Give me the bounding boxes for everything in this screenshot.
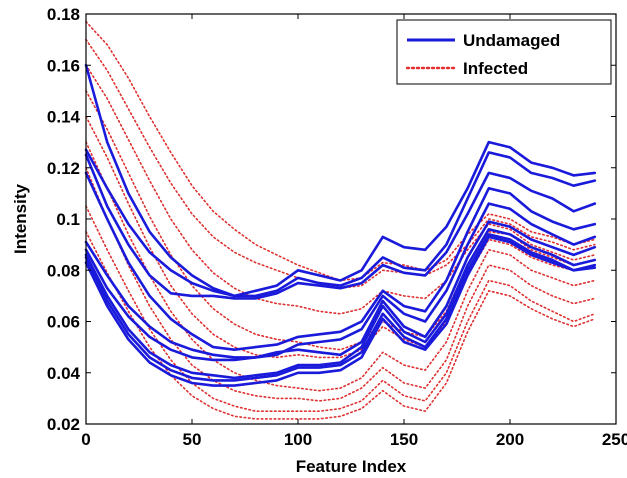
infected-series-line-17 bbox=[85, 231, 596, 420]
legend-label-infected: Infected bbox=[463, 59, 528, 78]
series-layer bbox=[84, 20, 597, 420]
ticks-layer: 0 50 100 150 200 250 0.02 0.04 0.06 0.08 0.1 0.12 0.… bbox=[47, 5, 627, 449]
x-tick-label: 100 bbox=[284, 430, 312, 449]
legend-box bbox=[396, 19, 612, 85]
legend: Undamaged Infected bbox=[396, 19, 612, 85]
x-tick-label: 0 bbox=[81, 430, 90, 449]
undamaged-series-line-7 bbox=[84, 233, 597, 382]
y-tick-label: 0.12 bbox=[47, 159, 80, 178]
y-tick-label: 0.16 bbox=[47, 56, 80, 75]
undamaged-series-line-2 bbox=[84, 153, 597, 300]
y-tick-label: 0.04 bbox=[47, 364, 81, 383]
y-tick-label: 0.06 bbox=[47, 313, 80, 332]
infected-series-line-16 bbox=[85, 205, 596, 412]
x-tick-label: 50 bbox=[183, 430, 202, 449]
legend-label-undamaged: Undamaged bbox=[463, 31, 560, 50]
y-axis-label: Intensity bbox=[11, 184, 30, 254]
undamaged-series-line-0 bbox=[84, 63, 597, 298]
undamaged-series-line-5 bbox=[84, 220, 597, 362]
y-tick-label: 0.18 bbox=[47, 5, 80, 24]
undamaged-series-line-6 bbox=[84, 228, 597, 380]
y-tick-label: 0.08 bbox=[47, 261, 80, 280]
infected-series-line-11 bbox=[85, 64, 596, 315]
x-axis-label: Feature Index bbox=[296, 457, 407, 476]
y-tick-label: 0.02 bbox=[47, 415, 80, 434]
y-tick-label: 0.14 bbox=[47, 108, 81, 127]
infected-series-line-14 bbox=[85, 141, 596, 392]
x-tick-label: 200 bbox=[496, 430, 524, 449]
x-tick-label: 150 bbox=[390, 430, 418, 449]
undamaged-series-line-3 bbox=[84, 171, 597, 351]
x-tick-label: 250 bbox=[602, 430, 627, 449]
undamaged-series-line-1 bbox=[84, 148, 597, 298]
infected-series-line-13 bbox=[85, 115, 596, 359]
undamaged-series-line-4 bbox=[84, 202, 597, 359]
undamaged-series-line-8 bbox=[84, 235, 597, 387]
y-tick-label: 0.1 bbox=[56, 210, 80, 229]
